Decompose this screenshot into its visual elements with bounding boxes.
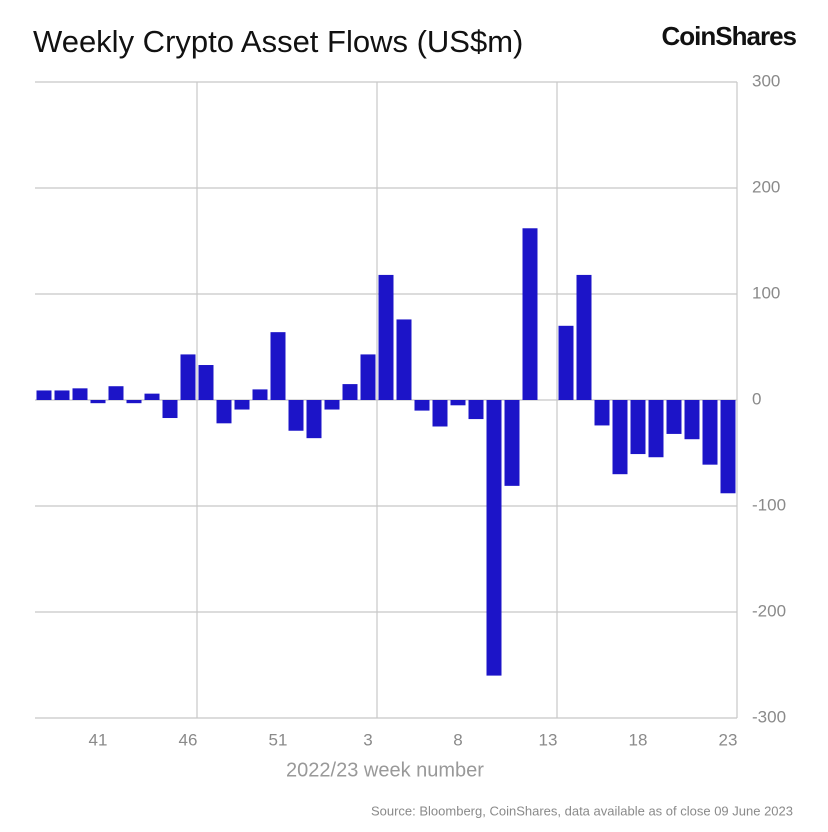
bar (504, 400, 520, 486)
bar (702, 400, 718, 465)
bar (558, 325, 574, 400)
bar (126, 400, 142, 404)
bar (216, 400, 232, 424)
bar (180, 354, 196, 400)
bar (630, 400, 646, 455)
bar (54, 390, 70, 400)
x-axis-label: 2022/23 week number (286, 759, 484, 781)
bar (432, 400, 448, 427)
y-tick-label: 300 (752, 71, 780, 90)
bar (342, 384, 358, 400)
bar (270, 332, 286, 400)
source-note: Source: Bloomberg, CoinShares, data avai… (371, 803, 793, 818)
brand-logo: CoinShares (662, 21, 797, 51)
x-tick-label: 46 (179, 730, 198, 749)
bar (612, 400, 628, 475)
bar (414, 400, 430, 411)
bar (72, 388, 88, 400)
x-tick-label: 23 (719, 730, 738, 749)
bar (396, 319, 412, 400)
bar (684, 400, 700, 440)
bar (576, 274, 592, 400)
bar (648, 400, 664, 458)
chart-title: Weekly Crypto Asset Flows (US$m) (33, 24, 523, 59)
bar (522, 228, 538, 400)
y-tick-label: 200 (752, 177, 780, 196)
x-tick-label: 18 (629, 730, 648, 749)
bar (108, 386, 124, 400)
bar (360, 354, 376, 400)
x-tick-label: 41 (89, 730, 108, 749)
y-tick-label: 0 (752, 389, 761, 408)
bar (720, 400, 736, 494)
y-tick-label: -100 (752, 495, 786, 514)
bar (306, 400, 322, 439)
bar (36, 390, 52, 400)
x-tick-label: 51 (269, 730, 288, 749)
bar (90, 400, 106, 404)
y-tick-label: 100 (752, 283, 780, 302)
bar (450, 400, 466, 406)
x-tick-label: 8 (453, 730, 462, 749)
bar (234, 400, 250, 410)
bar (252, 389, 268, 400)
bar (666, 400, 682, 434)
bar (468, 400, 484, 420)
bar (198, 365, 214, 400)
bar (162, 400, 178, 419)
x-tick-label: 3 (363, 730, 372, 749)
bar (144, 393, 160, 400)
bar (486, 400, 502, 676)
x-tick-label: 13 (539, 730, 558, 749)
y-tick-label: -200 (752, 601, 786, 620)
bar (288, 400, 304, 431)
bar (378, 274, 394, 400)
y-tick-label: -300 (752, 707, 786, 726)
bar (324, 400, 340, 410)
bar (594, 400, 610, 426)
